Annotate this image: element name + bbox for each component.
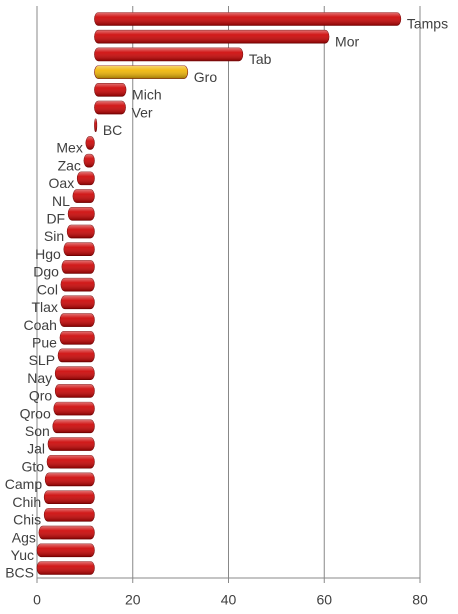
category-label: Tamps [407, 16, 448, 32]
category-label: Mex [56, 140, 82, 156]
category-label: DF [46, 211, 65, 227]
category-label: SLP [29, 352, 55, 368]
category-label: Camp [5, 476, 43, 492]
category-label: Yuc [11, 547, 34, 563]
category-label: Dgo [33, 264, 59, 280]
bar-shade [63, 242, 95, 256]
category-label: Zac [58, 157, 81, 173]
category-label: Son [25, 423, 50, 439]
category-label: Qroo [20, 405, 51, 421]
bar-shade [60, 295, 95, 309]
category-label: Coah [24, 317, 57, 333]
bar-shade [37, 561, 95, 575]
bar-shade [77, 171, 95, 185]
bar-shade [94, 65, 188, 79]
category-label: Tab [249, 51, 272, 67]
bar-shade [44, 508, 95, 522]
bar-shade [94, 118, 97, 132]
x-tick-label: 0 [33, 592, 41, 608]
x-tick-label: 40 [221, 592, 237, 608]
category-label: Qro [29, 388, 53, 404]
category-label: Gto [21, 458, 44, 474]
category-label: Col [37, 281, 58, 297]
category-label: BC [103, 122, 122, 138]
bar-shade [55, 384, 95, 398]
x-tick-label: 80 [412, 592, 428, 608]
category-label: Ver [132, 104, 153, 120]
category-label: Hgo [35, 246, 61, 262]
bar-shade [37, 543, 95, 557]
category-label: Jal [27, 441, 45, 457]
category-label: Ags [12, 529, 36, 545]
category-label: Chis [13, 512, 41, 528]
category-label: BCS [5, 565, 34, 581]
bar-shade [61, 260, 95, 274]
x-tick-label: 20 [125, 592, 141, 608]
bar-shade [94, 12, 401, 26]
category-label: Sin [44, 228, 64, 244]
bar-shade [55, 366, 95, 380]
category-label: Oax [49, 175, 75, 191]
category-label: Nay [27, 370, 52, 386]
bar-shade [68, 207, 95, 221]
bar-shade [59, 331, 95, 345]
bar-shade [94, 83, 127, 97]
category-label: NL [52, 193, 70, 209]
category-label: Chih [12, 494, 41, 510]
bar-shade [94, 101, 126, 115]
bar-shade [48, 437, 95, 451]
bar-shade [85, 136, 95, 150]
category-label: Tlax [31, 299, 57, 315]
bar-shade [47, 455, 95, 469]
bar-shade [58, 348, 95, 362]
category-label: Pue [32, 334, 57, 350]
bar-shade [38, 526, 95, 540]
bar-shade [72, 189, 95, 203]
x-tick-label: 60 [316, 592, 332, 608]
bar-shade [94, 47, 243, 61]
bar-shade [52, 419, 95, 433]
bar-shade [83, 154, 95, 168]
bar-shade [67, 225, 95, 239]
bar-shade [44, 490, 95, 504]
bar-shade [60, 278, 95, 292]
bar-shade [59, 313, 95, 327]
bar-shade [45, 472, 95, 486]
category-label: Gro [194, 69, 218, 85]
category-label: Mor [335, 33, 359, 49]
bar-shade [94, 30, 330, 44]
category-label: Mich [132, 87, 162, 103]
bar-shade [53, 402, 95, 416]
